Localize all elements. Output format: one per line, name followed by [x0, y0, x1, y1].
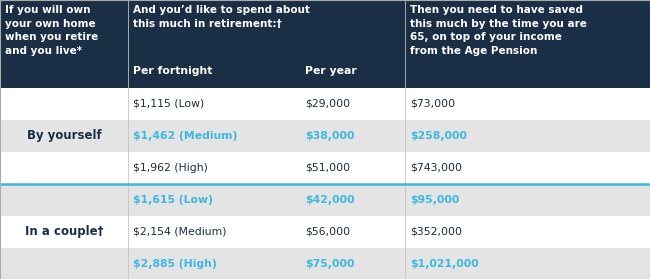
Bar: [0, 88, 650, 120]
Text: $258,000: $258,000: [410, 131, 467, 141]
Text: $2,885 (High): $2,885 (High): [133, 259, 216, 269]
Bar: [0, 216, 650, 248]
Text: Then you need to have saved
this much by the time you are
65, on top of your inc: Then you need to have saved this much by…: [410, 5, 587, 56]
Bar: [0, 0, 650, 88]
Text: $1,462 (Medium): $1,462 (Medium): [133, 131, 237, 141]
Bar: [0, 152, 650, 184]
Text: $73,000: $73,000: [410, 99, 455, 109]
Text: $1,615 (Low): $1,615 (Low): [133, 195, 213, 205]
Text: $1,962 (High): $1,962 (High): [133, 163, 208, 173]
Bar: [0, 248, 650, 279]
Text: Per year: Per year: [305, 66, 357, 76]
Text: $38,000: $38,000: [305, 131, 354, 141]
Text: $42,000: $42,000: [305, 195, 355, 205]
Bar: [0, 184, 650, 216]
Text: $56,000: $56,000: [305, 227, 350, 237]
Bar: [0, 120, 650, 152]
Text: $51,000: $51,000: [305, 163, 350, 173]
Text: By yourself: By yourself: [27, 129, 101, 143]
Text: $75,000: $75,000: [305, 259, 354, 269]
Text: $1,115 (Low): $1,115 (Low): [133, 99, 204, 109]
Text: And you’d like to spend about
this much in retirement:†: And you’d like to spend about this much …: [133, 5, 310, 29]
Text: $29,000: $29,000: [305, 99, 350, 109]
Text: If you will own
your own home
when you retire
and you live*: If you will own your own home when you r…: [5, 5, 98, 56]
Text: $1,021,000: $1,021,000: [410, 259, 479, 269]
Text: In a couple†: In a couple†: [25, 225, 103, 239]
Text: Per fortnight: Per fortnight: [133, 66, 213, 76]
Text: $743,000: $743,000: [410, 163, 462, 173]
Text: $352,000: $352,000: [410, 227, 462, 237]
Text: $2,154 (Medium): $2,154 (Medium): [133, 227, 226, 237]
Text: $95,000: $95,000: [410, 195, 460, 205]
